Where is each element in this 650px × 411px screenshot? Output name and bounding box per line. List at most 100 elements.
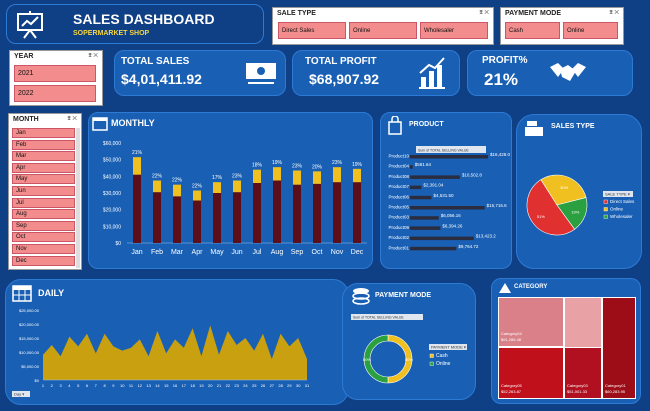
bar-profit (253, 169, 261, 183)
y-tick-label: $0 (35, 378, 40, 383)
data-label: 23% (292, 164, 303, 170)
month-item-oct[interactable]: Oct (12, 232, 75, 243)
month-item-apr[interactable]: Apr (12, 162, 75, 173)
x-tick-label: 9 (112, 383, 115, 388)
y-tick-label: $25,000.00 (19, 308, 40, 313)
treemap-cell: Category03 $51,001.33 (564, 347, 602, 399)
x-tick-label: 31 (305, 383, 310, 388)
x-tick-label: Feb (151, 249, 163, 256)
product-label: Product02 (388, 235, 409, 240)
bar-cost (353, 182, 361, 243)
legend-swatch (429, 361, 434, 366)
y-tick-label: $40,000 (103, 174, 121, 180)
dashboard-title: SALES DASHBOARD (73, 11, 215, 27)
year-2022[interactable]: 2022 (14, 85, 96, 102)
data-label: 18% (252, 163, 263, 169)
product-label: Product01 (388, 245, 409, 250)
product-value-label: $15,716.6 (487, 203, 508, 208)
month-item-jan[interactable]: Jan (12, 128, 75, 138)
payment-cash[interactable]: Cash (505, 22, 560, 39)
category-title: CATEGORY (514, 284, 548, 290)
x-tick-label: 25 (252, 383, 257, 388)
clear-filter-icon[interactable]: ⩩ ✕ (88, 53, 98, 59)
product-value-label: $2,391.04 (423, 183, 444, 188)
daily-chart: $0 $5,000.00 $10,000.00 $15,000.00 $20,000.0… (12, 308, 310, 397)
month-item-may[interactable]: May (12, 174, 75, 185)
sale-type-slicer[interactable]: SALE TYPE ⩩ ✕ Direct Sales Online Wholes… (272, 7, 494, 45)
month-item-dec[interactable]: Dec (12, 255, 75, 266)
pyramid-icon (499, 283, 511, 293)
slicer-scrollbar[interactable] (76, 128, 80, 268)
x-tick-label: 14 (155, 383, 160, 388)
product-title: PRODUCT (409, 121, 444, 128)
sale-type-online[interactable]: Online (349, 22, 417, 39)
data-label: 19% (352, 162, 363, 168)
x-tick-label: 26 (261, 383, 266, 388)
y-tick-label: $20,000 (103, 208, 121, 214)
legend-title: PAYMENT MODE ▾ (431, 345, 466, 350)
treemap-cell: Category01 $60,283.95 (602, 297, 636, 399)
x-tick-label: 29 (287, 383, 292, 388)
month-slicer[interactable]: MONTH ⩩ ✕ Jan Feb Mar Apr May Jun Jul Aug Sep Oct… (8, 113, 82, 270)
field-label: Sum of TOTAL SELLING VALUE (418, 149, 469, 153)
total-sales-label: TOTAL SALES (121, 56, 190, 67)
x-tick-label: 3 (59, 383, 62, 388)
bar-profit (233, 180, 241, 193)
x-tick-label: 7 (95, 383, 98, 388)
month-item-sep[interactable]: Sep (12, 220, 75, 231)
shopping-bag-icon (388, 116, 402, 135)
profit-pct-card: PROFIT% 21% (467, 50, 633, 96)
data-label: 17% (212, 175, 223, 181)
data-label: 23% (232, 174, 243, 180)
product-value-label: $6,056.16 (441, 213, 462, 218)
year-slicer[interactable]: YEAR ⩩ ✕ 2021 2022 (9, 50, 103, 106)
product-label: Product03 (388, 215, 409, 220)
month-item-mar[interactable]: Mar (12, 151, 75, 162)
y-tick-label: $10,000 (103, 224, 121, 230)
month-item-jul[interactable]: Jul (12, 197, 75, 208)
clear-filter-icon[interactable]: ⩩ ✕ (67, 116, 77, 122)
month-item-jun[interactable]: Jun (12, 186, 75, 196)
x-tick-label: Jun (231, 249, 242, 256)
y-tick-label: $5,000.00 (21, 364, 40, 369)
x-tick-label: 8 (103, 383, 106, 388)
treemap-cell: Category05 $52,263.87 (498, 347, 564, 399)
field-label-box (416, 146, 486, 153)
bar-cost (293, 184, 301, 243)
clear-filter-icon[interactable]: ⩩ ✕ (479, 10, 489, 16)
month-item-nov[interactable]: Nov (12, 244, 75, 254)
x-tick-label: Sep (291, 249, 304, 256)
sale-type-wholesaler[interactable]: Wholesaler (420, 22, 488, 39)
product-chart: Sum of TOTAL SELLING VALUE Product10 $16,4… (388, 146, 511, 251)
year-2021[interactable]: 2021 (14, 65, 96, 82)
x-tick-label: 16 (173, 383, 178, 388)
clear-filter-icon[interactable]: ⩩ ✕ (609, 10, 619, 16)
product-label: Product10 (388, 154, 409, 159)
y-tick-label: $20,000.00 (19, 322, 40, 327)
daily-panel: DAILY $0 $5,000.00 $10,000.00 $15,000.00 $20… (5, 279, 349, 405)
x-tick-label: Oct (312, 249, 323, 256)
payment-mode-slicer-title: PAYMENT MODE (505, 10, 562, 17)
bar-cost (153, 192, 161, 243)
x-tick-label: May (210, 249, 224, 256)
x-tick-label: 28 (278, 383, 283, 388)
legend-label: Wholesaler (610, 214, 633, 219)
x-tick-label: Aug (271, 249, 284, 256)
cash-icon (246, 63, 276, 84)
month-item-feb[interactable]: Feb (12, 139, 75, 150)
x-tick-label: 2 (51, 383, 54, 388)
product-value-label: $9,764.72 (458, 244, 479, 249)
bar-cost (233, 192, 241, 243)
profit-pct-label: PROFIT% (482, 55, 528, 66)
product-panel: PRODUCT Sum of TOTAL SELLING VALUE Produc… (380, 112, 512, 269)
legend-swatch (603, 199, 608, 204)
month-item-aug[interactable]: Aug (12, 209, 75, 220)
monthly-panel: MONTHLY $0 $10,000 $20,000 $30,000 $40,000 $5… (88, 112, 373, 269)
payment-mode-slicer[interactable]: PAYMENT MODE ⩩ ✕ Cash Online (500, 7, 624, 45)
payment-online[interactable]: Online (563, 22, 618, 39)
sale-type-direct-sales[interactable]: Direct Sales (278, 22, 346, 39)
bar-cost (173, 196, 181, 243)
product-bar (410, 165, 413, 169)
profit-pct-value: 21% (484, 70, 519, 89)
x-tick-label: 15 (164, 383, 169, 388)
